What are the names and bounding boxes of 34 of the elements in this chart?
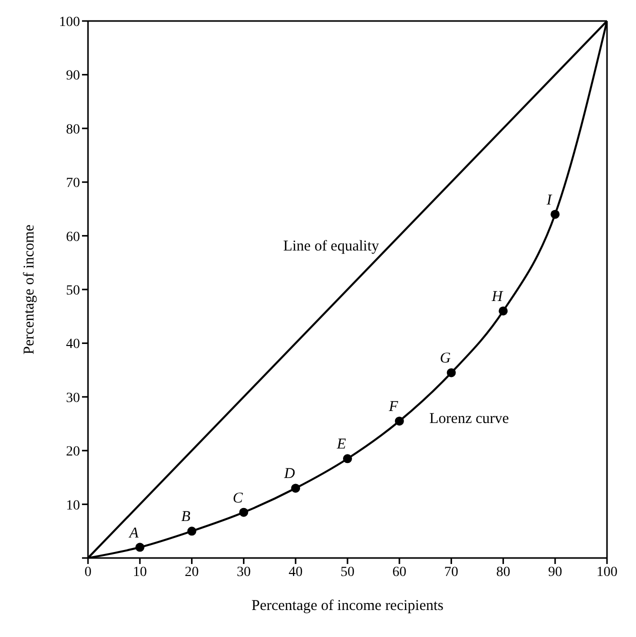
annotation: F	[388, 399, 399, 416]
x-tick-label: 90	[548, 564, 562, 580]
series-label: Lorenz curve	[429, 411, 510, 428]
x-tick-label: 60	[392, 564, 406, 580]
x-tick-label: 10	[132, 564, 147, 580]
x-tick-label: 0	[84, 564, 92, 580]
annotation: B	[181, 509, 190, 526]
annotation: H	[490, 288, 504, 305]
y-tick-label: 50	[66, 283, 80, 298]
y-tick-label: 40	[66, 337, 80, 352]
y-tick-label: 30	[66, 390, 80, 406]
x-tick-label: 40	[288, 564, 303, 580]
y-tick-label: 10	[66, 498, 80, 514]
y-tick-label: 90	[66, 68, 80, 84]
annotation: G	[440, 350, 451, 367]
y-tick-label: 60	[66, 230, 80, 245]
annotation: C	[232, 490, 244, 506]
y-tick-label: 70	[66, 176, 80, 192]
x-tick-label: 100	[596, 564, 618, 580]
annotation: I	[546, 192, 553, 208]
x-tick-label: 20	[184, 564, 199, 580]
y-tick-label: 100	[59, 14, 80, 30]
annotation: D	[283, 466, 296, 482]
x-tick-label: 70	[444, 564, 458, 580]
y-tick-label: 20	[66, 444, 80, 460]
series-label: Line of equality	[283, 238, 380, 255]
y-tick-label: 80	[66, 122, 80, 138]
x-tick-label: 80	[496, 564, 510, 580]
x-axis-title: Percentage of income recipients	[252, 598, 444, 614]
x-tick-label: 30	[236, 564, 251, 580]
x-tick-label: 50	[340, 564, 354, 580]
annotation: A	[128, 525, 140, 542]
y-axis-title: Percentage of income	[21, 224, 38, 354]
annotation: E	[336, 436, 346, 453]
